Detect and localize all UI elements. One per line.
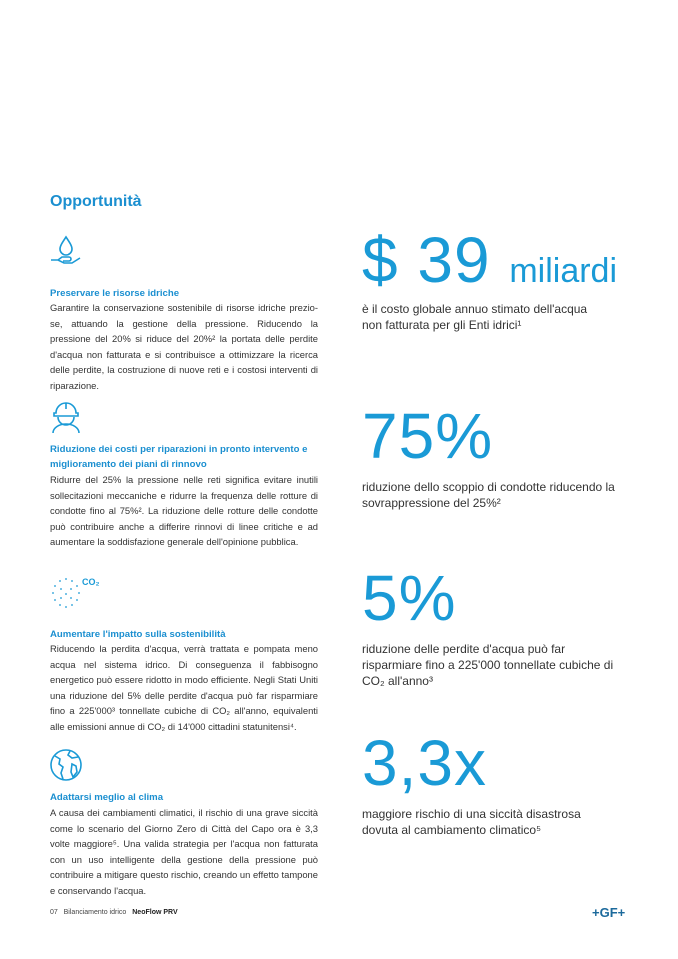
section-heading: Preservare le risorse idriche bbox=[50, 288, 180, 299]
gf-logo: +GF+ bbox=[592, 905, 626, 920]
globe-icon bbox=[50, 749, 82, 781]
section-body: Garantire la conservazione sostenibile d… bbox=[50, 302, 318, 391]
co2-dots-icon bbox=[52, 578, 80, 608]
section-heading: Adattarsi meglio al clima bbox=[50, 792, 164, 803]
footer-section: Bilanciamento idrico bbox=[63, 909, 127, 916]
stat-value: 3,3x bbox=[362, 727, 487, 799]
worker-helmet-icon bbox=[52, 402, 80, 434]
co2-label: CO₂ bbox=[82, 577, 100, 587]
stat-description: riduzione dello scoppio di condotte ridu… bbox=[362, 480, 615, 510]
stat-description: è il costo globale annuo stimato dell'ac… bbox=[362, 302, 588, 332]
stat-value: 5% bbox=[362, 562, 457, 634]
stat-value: 75% bbox=[362, 400, 494, 472]
section-body: Ridurre del 25% la pressione nelle reti … bbox=[50, 474, 318, 547]
footer: 07 Bilanciamento idrico NeoFlow PRV bbox=[50, 909, 178, 916]
page-number: 07 bbox=[50, 909, 58, 916]
footer-product: NeoFlow PRV bbox=[132, 909, 178, 916]
stat-description: maggiore rischio di una siccità disastro… bbox=[362, 807, 581, 837]
water-drop-hand-icon bbox=[51, 235, 81, 264]
stat-value: $ 39 miliardi bbox=[362, 228, 617, 303]
section-body: A causa dei cambiamenti climatici, il ri… bbox=[50, 807, 318, 896]
section-heading: Riduzione dei costi per riparazioni in p… bbox=[50, 444, 308, 470]
section-body: Riducendo la perdita d'acqua, verrà trat… bbox=[50, 643, 318, 732]
stat-unit: miliardi bbox=[509, 252, 618, 290]
stat-number: $ 39 bbox=[362, 224, 491, 296]
page-title: Opportunità bbox=[50, 193, 142, 210]
section-heading: Aumentare l'impatto sulla sostenibilità bbox=[50, 629, 226, 640]
stat-description: riduzione delle perdite d'acqua può far … bbox=[362, 642, 614, 688]
